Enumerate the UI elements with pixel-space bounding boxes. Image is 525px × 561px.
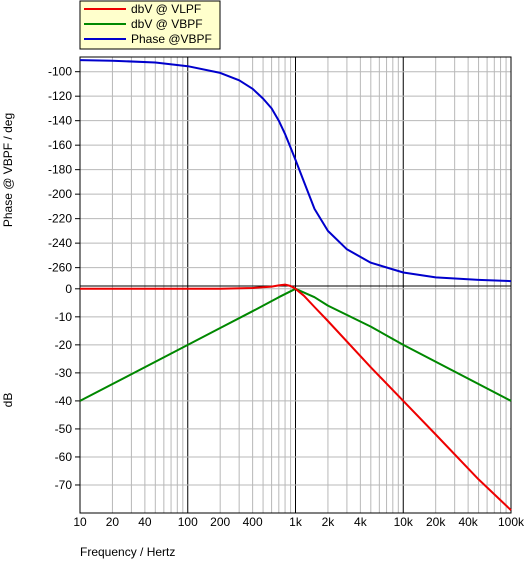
series-layer (79, 59, 512, 511)
top-y-tick-label: -100 (48, 65, 72, 79)
series-line-dbv-vlpf (80, 283, 512, 511)
legend-entry-phase: Phase @VBPF (84, 32, 212, 46)
x-tick-label: 4k (354, 515, 368, 529)
top-y-tick-label: -220 (48, 212, 72, 226)
bottom-y-tick-label: -60 (55, 450, 73, 464)
top-y-tick-label: -200 (48, 187, 72, 201)
top-y-axis-label: Phase @ VBPF / deg (1, 113, 15, 227)
bottom-y-tick-label: -30 (55, 366, 73, 380)
top-y-tick-label: -240 (48, 236, 72, 250)
x-tick-label: 100 (178, 515, 198, 529)
legend-label-vlpf: dbV @ VLPF (131, 2, 201, 16)
tick-layer: -100 -120 -140 -160 -180 -200 -220 -240 -260 0 -10… (48, 65, 525, 529)
bottom-panel-frame (79, 285, 512, 514)
grid-layer (79, 56, 512, 514)
x-tick-label: 10k (394, 515, 414, 529)
top-y-tick-label: -260 (48, 261, 72, 275)
legend-label-vbpf: dbV @ VBPF (131, 17, 203, 31)
series-line-phase-vbpf (79, 59, 512, 283)
bottom-y-tick-label: -10 (55, 310, 73, 324)
x-tick-label: 40 (138, 515, 152, 529)
top-y-tick-label: -180 (48, 163, 72, 177)
top-y-tick-label: -160 (48, 138, 72, 152)
bottom-y-axis-label: dB (1, 393, 15, 408)
x-tick-label: 200 (210, 515, 230, 529)
legend-entry-vbpf: dbV @ VBPF (84, 17, 203, 31)
bottom-y-tick-label: 0 (65, 282, 72, 296)
bottom-y-tick-label: -20 (55, 338, 73, 352)
top-y-tick-label: -120 (48, 89, 72, 103)
x-tick-label: 10 (73, 515, 87, 529)
legend: dbV @ VLPF dbV @ VBPF Phase @VBPF (79, 0, 221, 50)
x-tick-label: 40k (458, 515, 478, 529)
x-tick-label: 20 (106, 515, 120, 529)
bottom-y-tick-label: -40 (55, 394, 73, 408)
x-tick-label: 400 (243, 515, 263, 529)
bottom-y-tick-label: -50 (55, 422, 73, 436)
x-tick-label: 100k (498, 515, 525, 529)
x-axis-label: Frequency / Hertz (80, 545, 175, 559)
x-tick-label: 1k (289, 515, 303, 529)
x-tick-label: 20k (426, 515, 446, 529)
top-y-tick-label: -140 (48, 114, 72, 128)
legend-label-phase: Phase @VBPF (131, 32, 212, 46)
legend-entry-vlpf: dbV @ VLPF (84, 2, 201, 16)
x-tick-label: 2k (322, 515, 336, 529)
bottom-y-tick-label: -70 (55, 478, 73, 492)
